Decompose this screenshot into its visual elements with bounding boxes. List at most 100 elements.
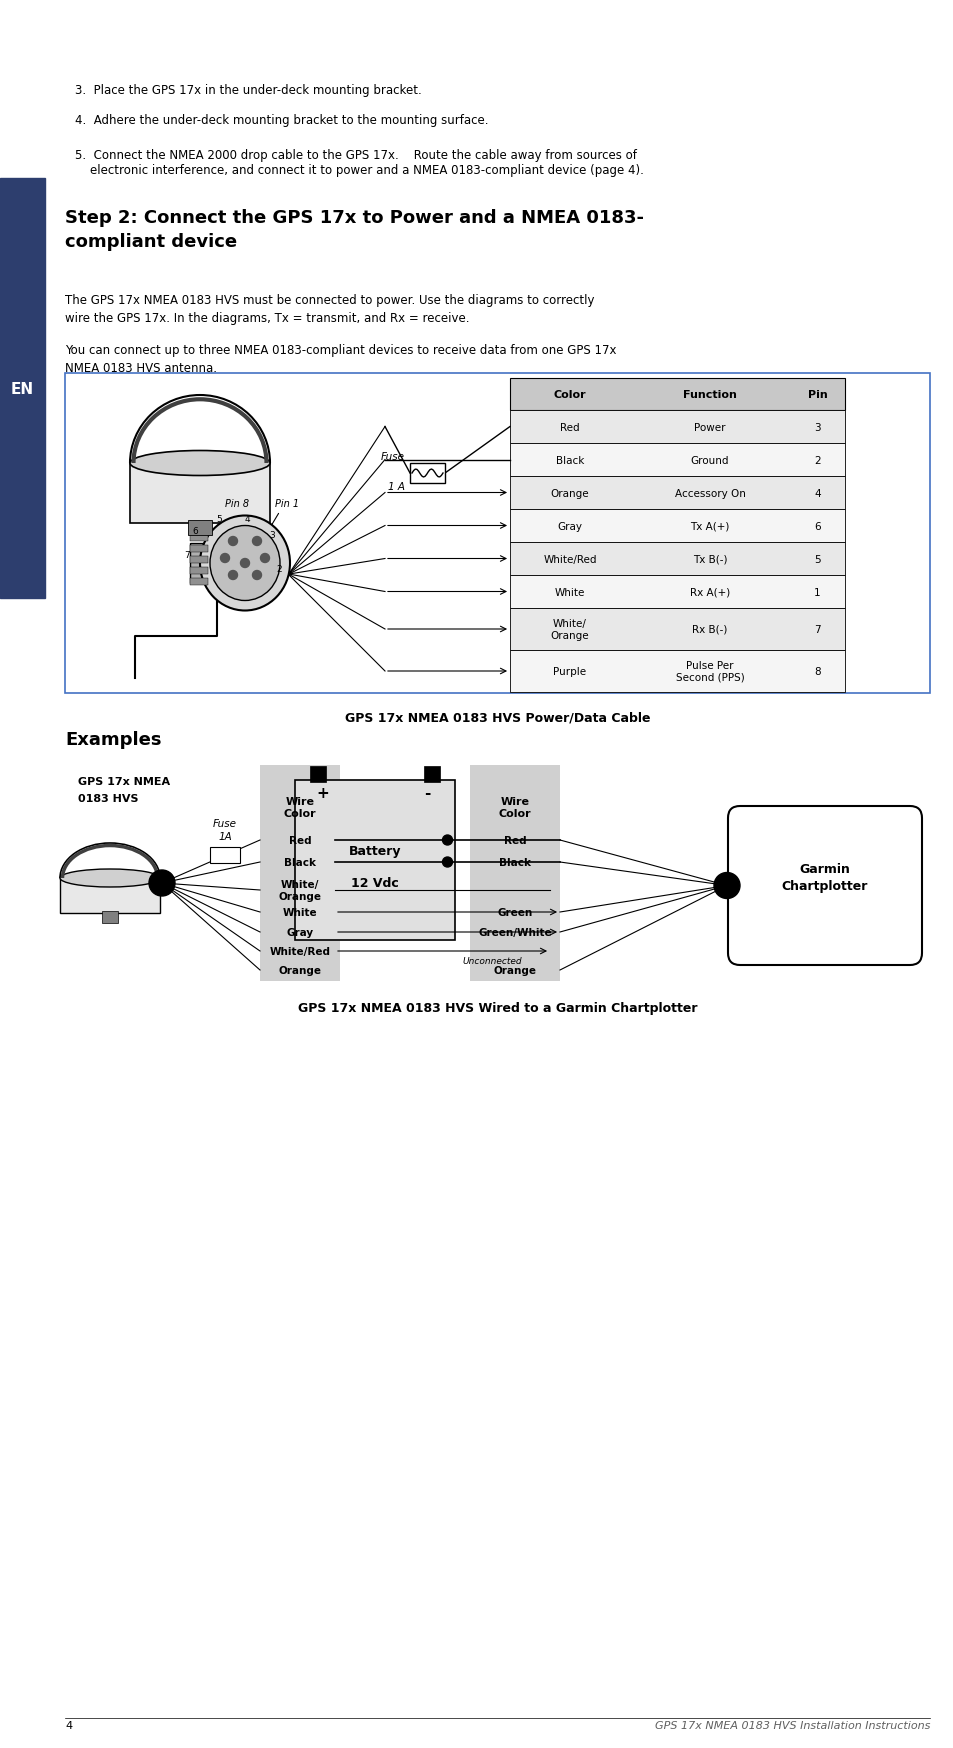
Text: -: - xyxy=(423,785,430,801)
Circle shape xyxy=(713,872,740,898)
Bar xyxy=(190,535,208,542)
Text: Rx B(-): Rx B(-) xyxy=(692,624,727,635)
Text: 2: 2 xyxy=(813,454,820,465)
Bar xyxy=(190,545,208,552)
Text: Rx A(+): Rx A(+) xyxy=(689,587,729,598)
Text: Black: Black xyxy=(498,858,531,867)
Text: GPS 17x NMEA: GPS 17x NMEA xyxy=(78,776,170,787)
Text: 1: 1 xyxy=(813,587,820,598)
Text: Color: Color xyxy=(553,390,586,400)
Text: Red: Red xyxy=(503,836,526,846)
Circle shape xyxy=(240,559,250,568)
Bar xyxy=(190,568,208,575)
Text: Function: Function xyxy=(682,390,736,400)
Text: The GPS 17x NMEA 0183 HVS must be connected to power. Use the diagrams to correc: The GPS 17x NMEA 0183 HVS must be connec… xyxy=(65,294,594,325)
Circle shape xyxy=(442,858,452,867)
Text: Green/White: Green/White xyxy=(477,928,551,937)
Text: Wire
Color: Wire Color xyxy=(498,797,531,818)
Text: 0183 HVS: 0183 HVS xyxy=(78,794,138,804)
Text: Unconnected: Unconnected xyxy=(461,956,521,967)
Text: White/Red: White/Red xyxy=(542,554,597,565)
Text: Black: Black xyxy=(284,858,315,867)
Circle shape xyxy=(149,871,174,897)
Text: Pin 1: Pin 1 xyxy=(274,498,298,509)
Text: Gray: Gray xyxy=(286,928,314,937)
FancyBboxPatch shape xyxy=(294,781,455,940)
Text: Red: Red xyxy=(289,836,311,846)
Text: Tx B(-): Tx B(-) xyxy=(692,554,726,565)
Text: 3: 3 xyxy=(813,423,820,432)
Circle shape xyxy=(253,537,261,545)
Bar xyxy=(510,477,844,510)
Ellipse shape xyxy=(200,516,290,612)
Text: 6: 6 xyxy=(192,526,197,535)
Text: Fuse: Fuse xyxy=(380,451,405,461)
Text: 4: 4 xyxy=(813,488,820,498)
Bar xyxy=(510,608,844,650)
Text: White: White xyxy=(555,587,584,598)
Text: White/
Orange: White/ Orange xyxy=(278,879,321,902)
Text: GPS 17x NMEA 0183 HVS Installation Instructions: GPS 17x NMEA 0183 HVS Installation Instr… xyxy=(654,1720,929,1731)
Text: Orange: Orange xyxy=(278,965,321,975)
Circle shape xyxy=(220,554,230,563)
Text: Fuse: Fuse xyxy=(213,818,236,829)
Circle shape xyxy=(229,537,237,545)
Text: 12 Vdc: 12 Vdc xyxy=(351,876,398,890)
Text: 3: 3 xyxy=(269,531,274,540)
Circle shape xyxy=(229,572,237,580)
Text: White: White xyxy=(282,907,317,918)
Text: 4: 4 xyxy=(244,514,250,523)
Text: Red: Red xyxy=(559,423,579,432)
Bar xyxy=(510,510,844,542)
Text: 5.  Connect the NMEA 2000 drop cable to the GPS 17x.    Route the cable away fro: 5. Connect the NMEA 2000 drop cable to t… xyxy=(75,149,643,177)
Text: 6: 6 xyxy=(813,521,820,531)
Ellipse shape xyxy=(210,526,280,601)
Text: 5: 5 xyxy=(813,554,820,565)
Text: Wire
Color: Wire Color xyxy=(283,797,316,818)
Text: White/Red: White/Red xyxy=(269,946,330,956)
Text: 2: 2 xyxy=(276,565,281,573)
Text: EN: EN xyxy=(10,381,34,397)
Text: Pin 8: Pin 8 xyxy=(225,498,249,509)
Text: Ground: Ground xyxy=(690,454,728,465)
Text: Black: Black xyxy=(556,454,583,465)
FancyBboxPatch shape xyxy=(130,463,270,524)
Text: You can connect up to three NMEA 0183-compliant devices to receive data from one: You can connect up to three NMEA 0183-co… xyxy=(65,344,616,374)
Ellipse shape xyxy=(130,451,270,475)
Text: Green: Green xyxy=(497,907,532,918)
Text: Power: Power xyxy=(694,423,725,432)
Bar xyxy=(510,575,844,608)
Bar xyxy=(190,579,208,586)
Text: 4: 4 xyxy=(65,1720,72,1731)
Text: 1 A: 1 A xyxy=(388,482,405,491)
Circle shape xyxy=(253,572,261,580)
Bar xyxy=(510,444,844,477)
Text: Accessory On: Accessory On xyxy=(674,488,744,498)
Text: Tx A(+): Tx A(+) xyxy=(690,521,729,531)
Bar xyxy=(0,178,45,598)
FancyBboxPatch shape xyxy=(410,463,444,484)
Text: 4.  Adhere the under-deck mounting bracket to the mounting surface.: 4. Adhere the under-deck mounting bracke… xyxy=(75,114,488,128)
Bar xyxy=(260,766,339,981)
Text: Examples: Examples xyxy=(65,731,161,748)
Text: 8: 8 xyxy=(813,666,820,676)
Text: Pulse Per
Second (PPS): Pulse Per Second (PPS) xyxy=(675,661,743,682)
FancyBboxPatch shape xyxy=(65,374,929,694)
Bar xyxy=(102,911,118,923)
Bar xyxy=(470,766,559,981)
Bar xyxy=(510,542,844,575)
Text: Purple: Purple xyxy=(553,666,586,676)
Circle shape xyxy=(442,836,452,846)
Ellipse shape xyxy=(60,869,160,888)
Text: Gray: Gray xyxy=(557,521,582,531)
Text: 1A: 1A xyxy=(218,832,232,841)
Bar xyxy=(190,556,208,563)
FancyBboxPatch shape xyxy=(190,544,218,584)
Bar xyxy=(510,650,844,692)
Circle shape xyxy=(260,554,269,563)
Text: +: + xyxy=(316,785,329,801)
Bar xyxy=(510,411,844,444)
Text: 3.  Place the GPS 17x in the under-deck mounting bracket.: 3. Place the GPS 17x in the under-deck m… xyxy=(75,84,421,96)
Text: 7: 7 xyxy=(184,551,190,559)
Bar xyxy=(188,521,212,535)
